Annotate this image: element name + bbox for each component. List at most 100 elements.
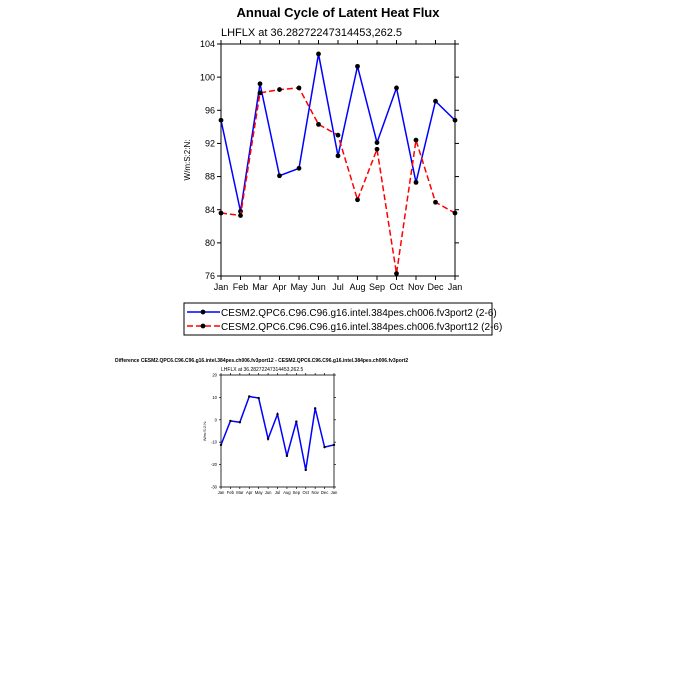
data-point xyxy=(413,179,419,185)
y-tick-label: 100 xyxy=(200,72,215,82)
x-tick-label: Aug xyxy=(349,282,365,292)
y-tick-label: -10 xyxy=(211,440,218,445)
x-tick-label: Feb xyxy=(227,490,235,495)
data-point xyxy=(218,117,224,123)
data-point xyxy=(219,443,223,447)
diff-y-ticks: -30 -20 -10 0 10 20 xyxy=(211,372,336,489)
diff-title: Difference CESM2.QPC6.C96.C96.g16.intel.… xyxy=(115,358,408,364)
data-point xyxy=(316,121,321,127)
main-ylabel: W/m:S:2:N: xyxy=(183,140,192,181)
x-tick-label: Sep xyxy=(369,282,385,292)
diff-series xyxy=(219,395,336,472)
y-tick-label: 10 xyxy=(212,395,217,400)
x-tick-label: May xyxy=(290,282,308,292)
data-point xyxy=(394,271,399,276)
y-tick-label: 20 xyxy=(212,372,217,377)
y-tick-label: 88 xyxy=(205,172,215,182)
x-tick-label: Dec xyxy=(427,282,444,292)
data-point xyxy=(296,165,302,171)
main-subtitle: LHFLX at 36.28272247314453,262.5 xyxy=(221,27,402,39)
data-point xyxy=(295,420,298,423)
x-tick-label: Jul xyxy=(332,282,344,292)
data-point xyxy=(316,51,321,57)
x-tick-label: Jan xyxy=(218,490,225,495)
data-point xyxy=(257,90,263,96)
data-point xyxy=(394,85,399,91)
y-tick-label: 80 xyxy=(205,238,215,248)
main-y-ticks: 76 80 84 88 92 96 100 104 xyxy=(200,39,459,281)
legend-marker-1 xyxy=(200,309,206,315)
data-point xyxy=(285,454,289,458)
data-point xyxy=(248,395,251,398)
main-series xyxy=(218,51,458,276)
data-point xyxy=(296,85,302,91)
y-tick-label: 0 xyxy=(215,417,218,422)
legend-label-2: CESM2.QPC6.C96.C96.g16.intel.384pes.ch00… xyxy=(221,322,502,333)
x-tick-label: Mar xyxy=(236,490,244,495)
diff-plot-frame xyxy=(220,374,335,488)
x-tick-label: Nov xyxy=(408,282,425,292)
data-point xyxy=(218,210,224,216)
x-tick-label: Aug xyxy=(283,490,291,495)
data-point xyxy=(335,132,341,138)
x-tick-label: Apr xyxy=(246,490,253,495)
x-tick-label: Oct xyxy=(302,490,309,495)
diff-ylabel: W/m:S:2:N: xyxy=(202,421,207,441)
data-point xyxy=(266,437,270,441)
data-point xyxy=(276,413,279,416)
x-tick-label: Apr xyxy=(272,282,286,292)
data-point xyxy=(257,81,263,87)
legend-marker-2 xyxy=(200,323,206,329)
x-tick-label: May xyxy=(255,490,264,495)
y-tick-label: 76 xyxy=(205,271,215,281)
data-point xyxy=(238,213,243,218)
series-line-2 xyxy=(220,87,456,274)
data-point xyxy=(355,197,360,203)
legend-label-1: CESM2.QPC6.C96.C96.g16.intel.384pes.ch00… xyxy=(221,308,497,319)
data-point xyxy=(323,445,326,449)
x-tick-label: Oct xyxy=(389,282,404,292)
x-tick-label: Jan xyxy=(214,282,229,292)
x-tick-label: Jun xyxy=(311,282,326,292)
data-point xyxy=(238,421,242,424)
x-tick-label: Jan xyxy=(448,282,463,292)
y-tick-label: 96 xyxy=(205,105,215,115)
data-point xyxy=(374,140,380,146)
x-tick-label: Jun xyxy=(265,490,272,495)
data-point xyxy=(257,396,260,400)
data-point xyxy=(277,173,282,179)
main-chart: Annual Cycle of Latent Heat Flux LHFLX a… xyxy=(183,5,462,292)
main-title: Annual Cycle of Latent Heat Flux xyxy=(237,5,441,20)
data-point xyxy=(433,98,438,104)
legend: CESM2.QPC6.C96.C96.g16.intel.384pes.ch00… xyxy=(183,302,502,336)
y-tick-label: 104 xyxy=(200,39,215,49)
data-point xyxy=(229,419,232,423)
data-point xyxy=(332,443,336,447)
data-point xyxy=(304,468,307,472)
main-x-ticks: Jan Feb Mar Apr May Jun Jul Aug Sep Oct Nov Dec Jan xyxy=(214,40,463,292)
x-tick-label: Nov xyxy=(311,490,319,495)
data-point xyxy=(355,63,360,69)
diff-chart: Difference CESM2.QPC6.C96.C96.g16.intel.… xyxy=(115,358,408,495)
series-line-1 xyxy=(220,53,456,212)
data-point xyxy=(433,199,438,205)
x-tick-label: Mar xyxy=(252,282,268,292)
x-tick-label: Jan xyxy=(331,490,338,495)
y-tick-label: 84 xyxy=(205,205,215,215)
series-line-1 xyxy=(220,395,335,471)
data-point xyxy=(313,407,317,410)
data-point xyxy=(452,210,458,216)
data-point xyxy=(452,117,458,123)
x-tick-label: Dec xyxy=(321,490,328,495)
x-tick-label: Feb xyxy=(233,282,249,292)
diff-subtitle: LHFLX at 36.28272247314453,262.5 xyxy=(221,367,304,373)
main-plot-frame xyxy=(220,43,456,277)
data-point xyxy=(374,146,380,152)
data-point xyxy=(335,153,341,159)
x-tick-label: Jul xyxy=(275,490,280,495)
y-tick-label: -30 xyxy=(211,484,218,489)
x-tick-label: Sep xyxy=(293,490,301,495)
data-point xyxy=(413,137,419,143)
diff-x-ticks: Jan Feb Mar Apr May Jun Jul Aug Sep Oct Nov Dec Jan xyxy=(218,373,338,495)
